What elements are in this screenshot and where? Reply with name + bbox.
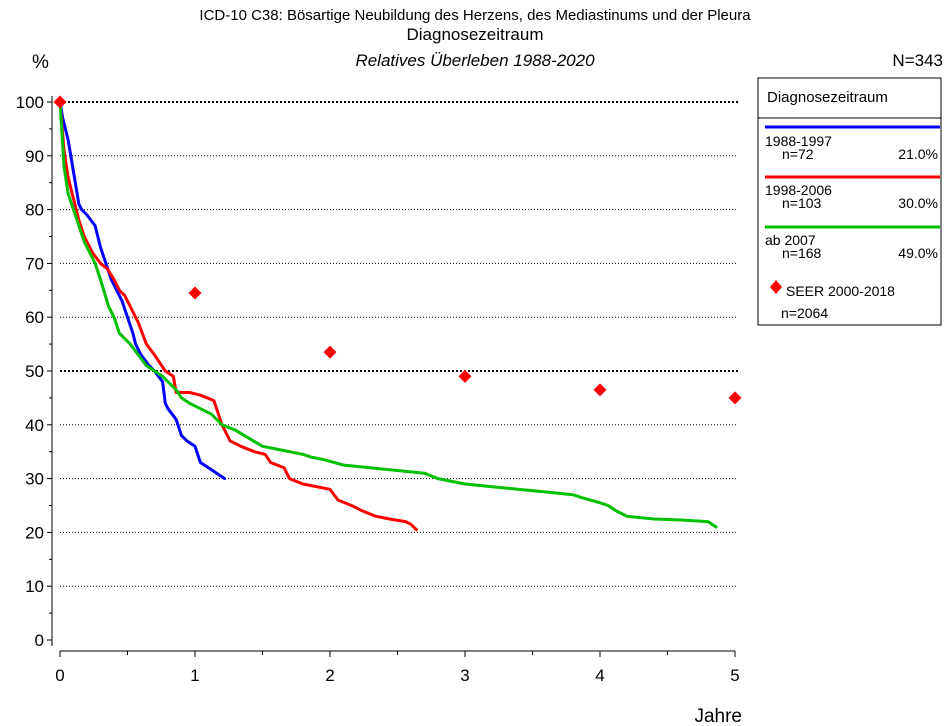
y-tick-label-40: 40 bbox=[25, 416, 44, 435]
y-tick-label-0: 0 bbox=[35, 631, 44, 650]
axes bbox=[51, 96, 735, 652]
legend-share-1998-2006: 30.0% bbox=[898, 195, 938, 211]
y-tick-label-50: 50 bbox=[25, 362, 44, 381]
x-axis-label: Jahre bbox=[694, 706, 742, 726]
x-tick-label-5: 5 bbox=[730, 666, 739, 685]
series-layer bbox=[58, 100, 718, 532]
y-tick-label-20: 20 bbox=[25, 523, 44, 542]
chart-title: ICD-10 C38: Bösartige Neubildung des Her… bbox=[199, 7, 751, 24]
legend-share-ab-2007: 49.0% bbox=[898, 245, 938, 261]
seer-point-year-2 bbox=[323, 345, 337, 359]
x-tick-label-1: 1 bbox=[190, 666, 199, 685]
legend-label-1988-1997: 1988-1997 bbox=[765, 133, 832, 149]
x-tick-label-4: 4 bbox=[595, 666, 604, 685]
y-tick-label-70: 70 bbox=[25, 254, 44, 273]
y-tick-label-10: 10 bbox=[25, 577, 44, 596]
chart-subtitle: Diagnosezeitraum bbox=[406, 25, 543, 44]
legend-n-ab-2007: n=168 bbox=[782, 245, 822, 261]
x-tick-label-3: 3 bbox=[460, 666, 469, 685]
series-line-1988-1997 bbox=[58, 100, 227, 481]
legend-n-1988-1997: n=72 bbox=[782, 146, 814, 162]
y-tick-label-60: 60 bbox=[25, 308, 44, 327]
seer-point-year-5 bbox=[728, 391, 742, 405]
legend-seer-n: n=2064 bbox=[781, 305, 828, 321]
n-total-label: N=343 bbox=[892, 51, 943, 70]
seer-point-year-1 bbox=[188, 286, 202, 300]
y-axis-unit: % bbox=[32, 52, 49, 73]
y-tick-label-80: 80 bbox=[25, 201, 44, 220]
legend-label-ab-2007: ab 2007 bbox=[765, 232, 816, 248]
seer-point-year-3 bbox=[458, 369, 472, 383]
chart-subtitle-italic: Relatives Überleben 1988-2020 bbox=[355, 51, 595, 70]
seer-point-year-4 bbox=[593, 383, 607, 397]
legend-label-1998-2006: 1998-2006 bbox=[765, 182, 832, 198]
tick-marks: 0 10 20 30 40 50 60 70 80 90 100 0 1 2 3 4 5 bbox=[16, 93, 740, 685]
series-line-ab-2007 bbox=[58, 100, 718, 529]
seer-points bbox=[53, 95, 742, 405]
legend-seer-diamond-icon bbox=[770, 280, 782, 294]
y-tick-label-30: 30 bbox=[25, 470, 44, 489]
y-tick-label-90: 90 bbox=[25, 147, 44, 166]
y-tick-label-100: 100 bbox=[16, 93, 44, 112]
legend-share-1988-1997: 21.0% bbox=[898, 146, 938, 162]
legend-seer-label: SEER 2000-2018 bbox=[786, 283, 895, 299]
seer-point-year-0 bbox=[53, 95, 67, 109]
legend: Diagnosezeitraum 1988-1997 n=72 21.0% 19… bbox=[757, 77, 942, 326]
gridlines bbox=[60, 101, 738, 587]
x-tick-label-0: 0 bbox=[55, 666, 64, 685]
x-tick-label-2: 2 bbox=[325, 666, 334, 685]
legend-n-1998-2006: n=103 bbox=[782, 195, 822, 211]
series-line-1998-2006 bbox=[58, 100, 418, 532]
legend-box bbox=[757, 77, 942, 326]
legend-title: Diagnosezeitraum bbox=[767, 89, 888, 106]
